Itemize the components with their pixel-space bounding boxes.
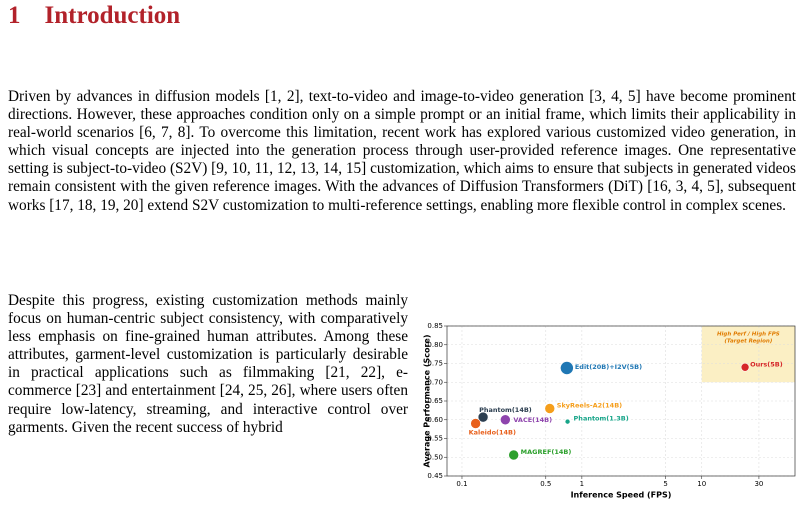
x-tick-label: 0.5 — [540, 480, 551, 488]
point — [508, 449, 519, 461]
point-label: Ours(5B) — [750, 360, 783, 368]
y-tick-label: 0.80 — [427, 341, 443, 349]
x-tick-label: 30 — [754, 480, 763, 488]
x-tick-label: 1 — [580, 480, 584, 488]
point — [544, 403, 556, 414]
target-region — [701, 326, 795, 383]
y-tick-label: 0.50 — [427, 453, 443, 461]
point-label: Edit(20B)+I2V(5B) — [575, 363, 642, 371]
x-tick-label: 10 — [697, 480, 706, 488]
y-tick-label: 0.60 — [427, 416, 443, 424]
paragraph: Despite this progress, existing customiz… — [8, 292, 408, 436]
region-label: High Perf / High FPS — [717, 332, 780, 338]
y-tick-label: 0.45 — [427, 472, 443, 480]
plot-frame — [446, 325, 796, 477]
point — [470, 418, 481, 429]
y-tick-label: 0.70 — [427, 378, 443, 386]
x-axis-label: Inference Speed (FPS) — [571, 491, 672, 500]
point — [564, 418, 571, 425]
section-heading: 1 Introduction — [8, 2, 180, 30]
point-label: SkyReels-A2(14B) — [557, 402, 622, 410]
y-tick-label: 0.65 — [427, 397, 443, 405]
y-tick-label: 0.85 — [427, 322, 443, 330]
chart: High Perf / High FPS(Target Region) 0.45 0… — [423, 322, 796, 500]
point-label: VACE(14B) — [513, 416, 552, 424]
region-label: (Target Region) — [724, 339, 772, 345]
y-axis-label: Average Performance (Score) — [423, 334, 432, 467]
point — [500, 414, 511, 426]
y-tick-label: 0.55 — [427, 435, 443, 443]
y-tick-label: 0.75 — [427, 360, 443, 368]
x-tick-label: 5 — [663, 480, 667, 488]
x-tick-label: 0.1 — [456, 480, 467, 488]
section-title: Introduction — [44, 2, 181, 29]
paragraph: Driven by advances in diffusion models [… — [8, 88, 796, 214]
section-number: 1 — [8, 2, 21, 29]
point-label: Phantom(1.3B) — [574, 415, 629, 423]
point-label: MAGREF(14B) — [521, 448, 572, 456]
point — [560, 361, 574, 375]
point-label: Kaleido(14B) — [469, 429, 516, 437]
point-label: Phantom(14B) — [479, 406, 532, 414]
point — [740, 362, 750, 372]
point — [477, 411, 489, 423]
